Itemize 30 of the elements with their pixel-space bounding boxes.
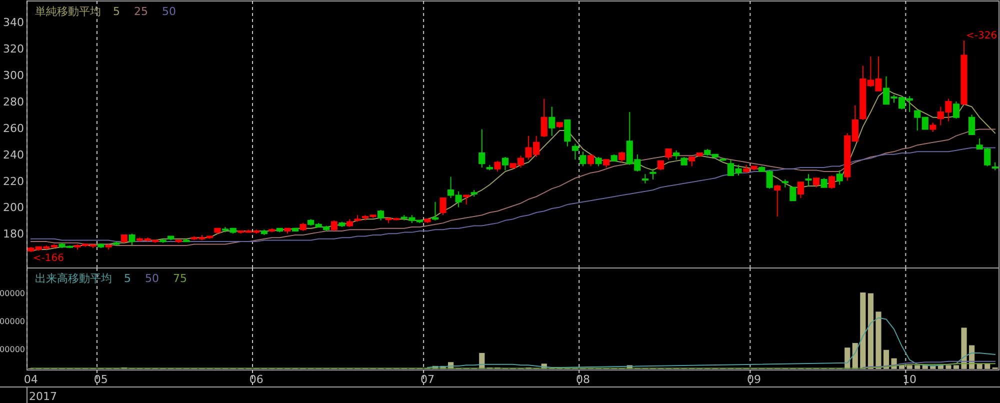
y-tick-label: 340	[3, 16, 24, 30]
text: 5	[113, 5, 120, 18]
text: 50	[162, 5, 176, 18]
y-tick-label: 320	[3, 42, 24, 56]
x-tick-label: 10	[902, 373, 917, 386]
annotation: <-326	[966, 30, 998, 42]
y-tick-label: 260	[3, 122, 24, 135]
text: 00000	[0, 317, 25, 326]
text: 50	[145, 272, 159, 285]
y-tick-label: 300	[3, 69, 24, 82]
x-tick-label: 06	[249, 373, 264, 386]
x-tick-label: 05	[94, 373, 108, 386]
annotation: <-166	[32, 253, 64, 264]
text: 5	[124, 272, 131, 285]
legend-title: 単純移動平均	[35, 5, 101, 18]
text: 25	[134, 5, 148, 18]
x-tick-label: 04	[24, 373, 38, 386]
y-tick-label: 200	[3, 201, 24, 214]
y-tick-label: 280	[3, 95, 24, 108]
text: 00000	[0, 289, 25, 298]
y-tick-label: 220	[3, 174, 24, 188]
x-tick-label: 08	[576, 373, 590, 386]
text: 2017	[29, 390, 57, 403]
y-tick-label: 180	[3, 228, 24, 241]
y-tick-label: 240	[3, 148, 24, 162]
text: 75	[173, 272, 187, 285]
text: 00000	[0, 345, 25, 354]
legend-title: 出来高移動平均	[35, 272, 112, 285]
x-tick-label: 07	[420, 373, 434, 386]
x-tick-label: 09	[747, 373, 762, 386]
